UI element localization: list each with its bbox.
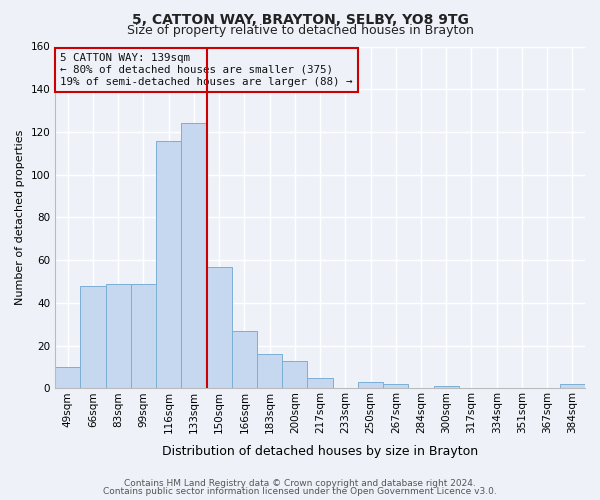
- Text: 5 CATTON WAY: 139sqm
← 80% of detached houses are smaller (375)
19% of semi-deta: 5 CATTON WAY: 139sqm ← 80% of detached h…: [61, 54, 353, 86]
- Bar: [383, 384, 409, 388]
- Y-axis label: Number of detached properties: Number of detached properties: [15, 130, 25, 305]
- Text: Contains HM Land Registry data © Crown copyright and database right 2024.: Contains HM Land Registry data © Crown c…: [124, 478, 476, 488]
- Bar: [434, 386, 459, 388]
- Text: Contains public sector information licensed under the Open Government Licence v3: Contains public sector information licen…: [103, 487, 497, 496]
- Bar: [358, 382, 383, 388]
- X-axis label: Distribution of detached houses by size in Brayton: Distribution of detached houses by size …: [162, 444, 478, 458]
- Bar: [156, 140, 181, 388]
- Bar: [232, 331, 257, 388]
- Bar: [307, 378, 332, 388]
- Bar: [560, 384, 585, 388]
- Bar: [181, 124, 206, 388]
- Bar: [55, 367, 80, 388]
- Bar: [282, 360, 307, 388]
- Text: 5, CATTON WAY, BRAYTON, SELBY, YO8 9TG: 5, CATTON WAY, BRAYTON, SELBY, YO8 9TG: [131, 12, 469, 26]
- Bar: [206, 266, 232, 388]
- Bar: [131, 284, 156, 389]
- Text: Size of property relative to detached houses in Brayton: Size of property relative to detached ho…: [127, 24, 473, 37]
- Bar: [80, 286, 106, 388]
- Bar: [106, 284, 131, 389]
- Bar: [257, 354, 282, 388]
